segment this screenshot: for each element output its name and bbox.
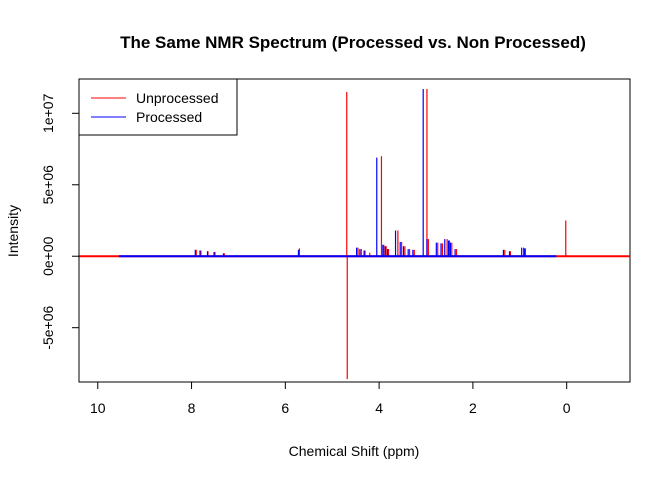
x-tick-label: 8 bbox=[188, 400, 196, 416]
x-tick-label: 0 bbox=[563, 400, 571, 416]
y-tick-label: 1e+07 bbox=[40, 93, 56, 133]
x-tick-label: 6 bbox=[281, 400, 289, 416]
chart-title: The Same NMR Spectrum (Processed vs. Non… bbox=[120, 33, 586, 52]
x-axis: 10 8 6 4 2 0 bbox=[90, 381, 571, 416]
x-tick-label: 10 bbox=[90, 400, 106, 416]
y-tick-label: 0e+00 bbox=[40, 236, 56, 276]
y-tick-label: -5e+06 bbox=[40, 305, 56, 349]
x-tick-label: 2 bbox=[469, 400, 477, 416]
y-axis: -5e+06 0e+00 5e+06 1e+07 bbox=[40, 93, 80, 350]
y-tick-label: 5e+06 bbox=[40, 165, 56, 205]
legend-box bbox=[78, 78, 238, 136]
plot-area bbox=[79, 89, 630, 380]
legend: Unprocessed Processed bbox=[78, 78, 238, 136]
x-axis-label: Chemical Shift (ppm) bbox=[289, 443, 420, 459]
y-axis-label: Intensity bbox=[5, 205, 21, 257]
legend-label-processed: Processed bbox=[136, 109, 202, 125]
x-tick-label: 4 bbox=[375, 400, 383, 416]
legend-label-unprocessed: Unprocessed bbox=[136, 90, 219, 106]
